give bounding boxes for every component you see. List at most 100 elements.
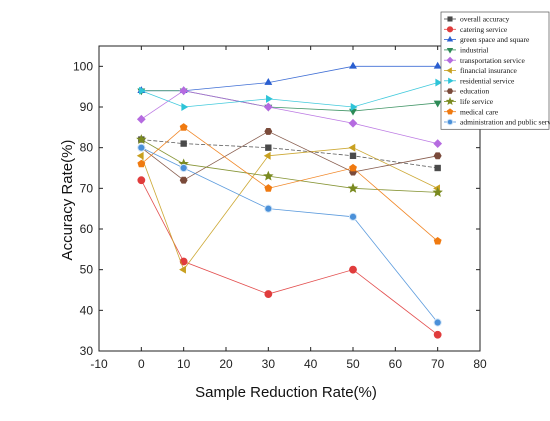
legend-label: transportation service	[460, 56, 525, 65]
data-point	[446, 118, 454, 126]
x-tick-label: 50	[346, 357, 360, 371]
data-point	[266, 94, 273, 103]
legend-label: administration and public service	[460, 118, 550, 127]
x-tick-label: -10	[90, 357, 108, 371]
series-line	[141, 65, 438, 92]
data-point	[446, 35, 454, 42]
legend-item: education	[444, 87, 489, 96]
data-point	[448, 77, 454, 84]
data-point	[446, 67, 452, 74]
data-point	[433, 61, 442, 69]
series-residential-service	[139, 78, 443, 111]
data-point	[263, 170, 274, 181]
legend-item: industrial	[444, 46, 488, 55]
data-point	[137, 176, 146, 185]
data-point	[263, 151, 271, 160]
data-point	[136, 114, 146, 124]
data-point	[433, 152, 442, 160]
data-point	[435, 78, 443, 87]
legend-item: transportation service	[444, 56, 525, 65]
x-tick-label: 70	[431, 357, 445, 371]
data-point	[433, 139, 443, 148]
legend-item: life service	[444, 96, 494, 106]
x-tick-label: 20	[219, 357, 233, 371]
data-point	[263, 102, 273, 112]
data-point	[445, 96, 455, 105]
y-tick-label: 90	[80, 100, 94, 114]
data-point	[136, 134, 147, 144]
data-point	[137, 159, 146, 168]
x-tick-label: 0	[138, 357, 145, 371]
data-point	[264, 78, 273, 85]
data-point	[446, 56, 454, 64]
data-point	[349, 61, 357, 69]
legend-label: industrial	[460, 46, 488, 55]
data-point	[179, 176, 188, 184]
x-tick-label: 10	[177, 357, 191, 371]
legend-item: financial insurance	[444, 66, 518, 75]
legend-item: residential service	[444, 76, 515, 85]
x-tick-label: 40	[304, 357, 318, 371]
legend-label: life service	[460, 97, 494, 106]
y-tick-label: 40	[80, 303, 94, 317]
legend-item: administration and public service	[444, 118, 550, 127]
data-point	[349, 152, 357, 159]
data-point	[434, 164, 441, 172]
legend-label: green space and square	[460, 35, 530, 44]
series-line	[141, 130, 438, 181]
x-tick-label: 30	[262, 357, 276, 371]
data-point	[179, 123, 188, 131]
data-point	[179, 265, 186, 274]
legend-label: residential service	[460, 76, 515, 85]
series-catering-service	[137, 176, 442, 339]
legend-item: catering service	[444, 25, 508, 34]
y-axis-title: Accuracy Rate(%)	[59, 140, 76, 261]
legend-item: medical care	[444, 107, 499, 116]
data-point	[181, 103, 189, 111]
y-tick-label: 60	[80, 222, 94, 236]
legend-label: financial insurance	[460, 66, 518, 75]
data-point	[348, 212, 358, 221]
legend-item: overall accuracy	[444, 15, 510, 24]
legend-label: education	[460, 87, 489, 96]
data-point	[139, 86, 146, 95]
series-line	[141, 82, 438, 108]
data-point	[348, 143, 356, 152]
legend-label: catering service	[460, 25, 508, 34]
legend-box	[440, 11, 550, 130]
series-life-service	[136, 134, 443, 197]
data-point	[349, 108, 357, 116]
data-point	[447, 16, 453, 22]
x-tick-label: 60	[389, 357, 403, 371]
legend-label: medical care	[460, 107, 499, 116]
data-point	[433, 330, 442, 339]
y-tick-label: 80	[80, 141, 94, 155]
y-tick-label: 30	[80, 344, 94, 358]
series-line	[141, 147, 438, 323]
series-education	[137, 127, 442, 184]
x-axis-title: Sample Reduction Rate(%)	[195, 384, 377, 401]
series-administration-and-public-service	[137, 143, 442, 327]
plot-frame	[98, 45, 481, 352]
data-point	[446, 88, 454, 94]
data-point	[180, 140, 187, 147]
series-line	[140, 180, 438, 336]
data-point	[179, 86, 189, 96]
data-point	[136, 151, 144, 160]
y-tick-label: 50	[80, 263, 94, 277]
data-point	[264, 204, 273, 213]
y-tick-label: 70	[80, 181, 94, 195]
series-line	[141, 90, 438, 144]
data-point	[446, 26, 454, 33]
data-point	[348, 118, 358, 128]
data-point	[264, 290, 273, 298]
data-point	[179, 163, 188, 173]
data-point	[265, 144, 272, 151]
x-tick-label: 80	[473, 357, 487, 371]
data-point	[446, 108, 454, 115]
data-point	[350, 103, 358, 111]
legend-label: overall accuracy	[460, 15, 510, 24]
data-point	[446, 48, 454, 54]
